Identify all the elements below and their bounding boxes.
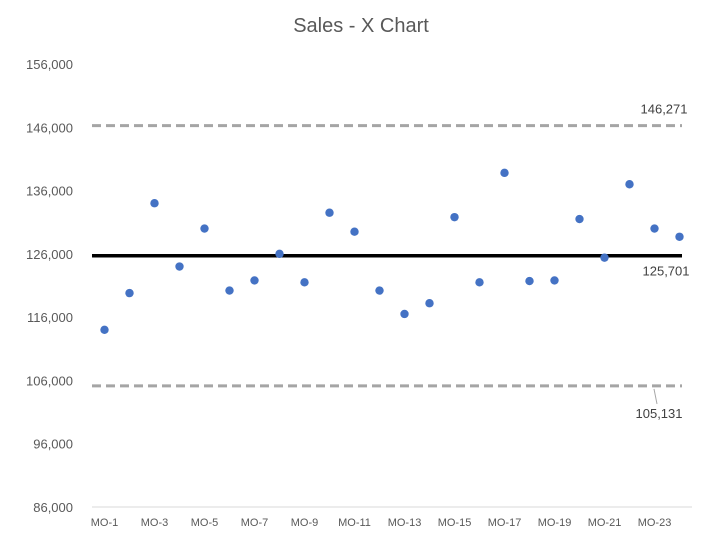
- data-point: [525, 276, 534, 286]
- data-point: [100, 325, 109, 334]
- data-point: [650, 224, 659, 233]
- data-point: [275, 249, 284, 259]
- y-tick-label: 146,000: [26, 120, 73, 135]
- x-tick-label: MO-19: [538, 517, 572, 529]
- data-point: [375, 286, 384, 295]
- x-tick-label: MO-21: [588, 517, 622, 529]
- data-point: [250, 276, 259, 285]
- x-tick-label: MO-1: [91, 517, 119, 529]
- data-point: [625, 180, 634, 189]
- data-point: [600, 253, 609, 262]
- y-tick-label: 126,000: [26, 247, 73, 262]
- data-points: [100, 168, 684, 334]
- x-tick-label: MO-7: [241, 517, 269, 529]
- data-point: [150, 199, 159, 208]
- data-point: [200, 224, 209, 233]
- y-tick-label: 96,000: [33, 437, 73, 452]
- x-tick-label: MO-5: [191, 517, 219, 529]
- y-axis-ticks: 86,000 96,000 106,000 116,000 126,000 136,000…: [26, 57, 73, 515]
- x-tick-label: MO-3: [141, 517, 169, 529]
- x-tick-label: MO-13: [388, 517, 422, 529]
- data-point: [550, 276, 559, 285]
- y-tick-label: 136,000: [26, 184, 73, 199]
- data-point: [125, 288, 134, 298]
- upper-limit-label: 146,271: [641, 102, 688, 117]
- lower-limit-leader-line: [653, 388, 658, 405]
- data-point: [175, 262, 184, 271]
- data-point: [475, 278, 484, 287]
- data-point: [425, 299, 434, 308]
- x-tick-label: MO-15: [438, 517, 472, 529]
- data-point: [325, 208, 334, 217]
- y-tick-label: 86,000: [33, 500, 73, 515]
- data-point: [575, 214, 584, 224]
- data-point: [350, 227, 359, 236]
- data-point: [450, 212, 459, 222]
- data-point: [225, 286, 234, 295]
- x-axis-ticks: MO-1 MO-3 MO-5 MO-7 MO-9 MO-11 MO-13 MO-15 MO-17…: [91, 517, 672, 529]
- center-line-label: 125,701: [643, 264, 690, 279]
- x-tick-label: MO-11: [338, 517, 371, 529]
- lower-limit-label: 105,131: [636, 406, 683, 421]
- y-tick-label: 116,000: [27, 310, 73, 325]
- y-tick-label: 106,000: [26, 373, 73, 388]
- data-point: [675, 232, 684, 241]
- x-tick-label: MO-17: [488, 517, 522, 529]
- x-tick-label: MO-23: [638, 517, 672, 529]
- y-tick-label: 156,000: [26, 57, 73, 72]
- data-point: [500, 168, 509, 178]
- x-tick-label: MO-9: [291, 517, 319, 529]
- data-point: [400, 309, 409, 319]
- chart-title: Sales - X Chart: [293, 15, 429, 37]
- data-point: [300, 278, 309, 287]
